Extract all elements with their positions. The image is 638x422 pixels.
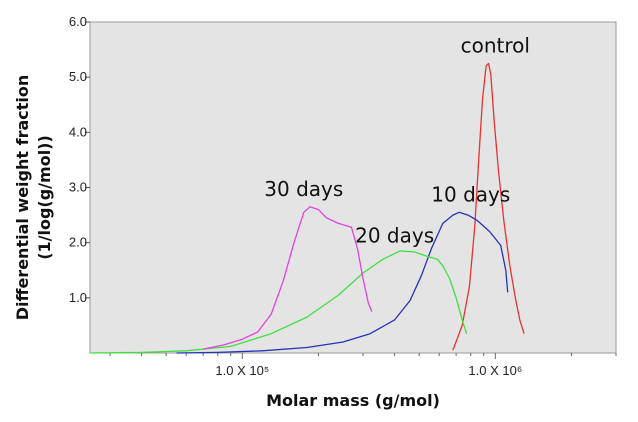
- y-axis-title: Differential weight fraction (1/log(g/mo…: [13, 75, 54, 321]
- series-line-20-days: [89, 250, 468, 354]
- x-tick-label: 1.0 X 10⁶: [468, 363, 522, 378]
- series-label-10-days: 10 days: [431, 182, 510, 206]
- plot-area: [89, 21, 617, 354]
- series-label-control: control: [461, 33, 530, 57]
- series-labels: control 10 days 20 days 30 days: [264, 33, 530, 247]
- y-axis-ticks: 1.0 2.0 3.0 4.0 5.0 6.0: [69, 14, 90, 305]
- y-tick-label: 3.0: [69, 180, 87, 195]
- x-axis-ticks: 1.0 X 10⁵ 1.0 X 10⁶: [109, 353, 617, 378]
- y-tick-label: 5.0: [69, 69, 87, 84]
- y-tick-label: 4.0: [69, 124, 87, 139]
- series-line-10-days: [176, 211, 509, 354]
- x-tick-label: 1.0 X 10⁵: [215, 363, 269, 378]
- series-line-30-days: [202, 206, 373, 350]
- y-tick-label: 6.0: [69, 14, 87, 29]
- x-axis-title: Molar mass (g/mol): [266, 391, 440, 410]
- series-layer: [89, 62, 525, 354]
- y-axis-title-line2: (1/log(g/mol)): [35, 135, 54, 260]
- y-tick-label: 2.0: [69, 235, 87, 250]
- y-tick-label: 1.0: [69, 290, 87, 305]
- y-axis-title-line1: Differential weight fraction: [13, 75, 32, 321]
- series-label-30-days: 30 days: [264, 177, 343, 201]
- series-label-20-days: 20 days: [355, 224, 434, 248]
- series-line-control: [452, 62, 525, 351]
